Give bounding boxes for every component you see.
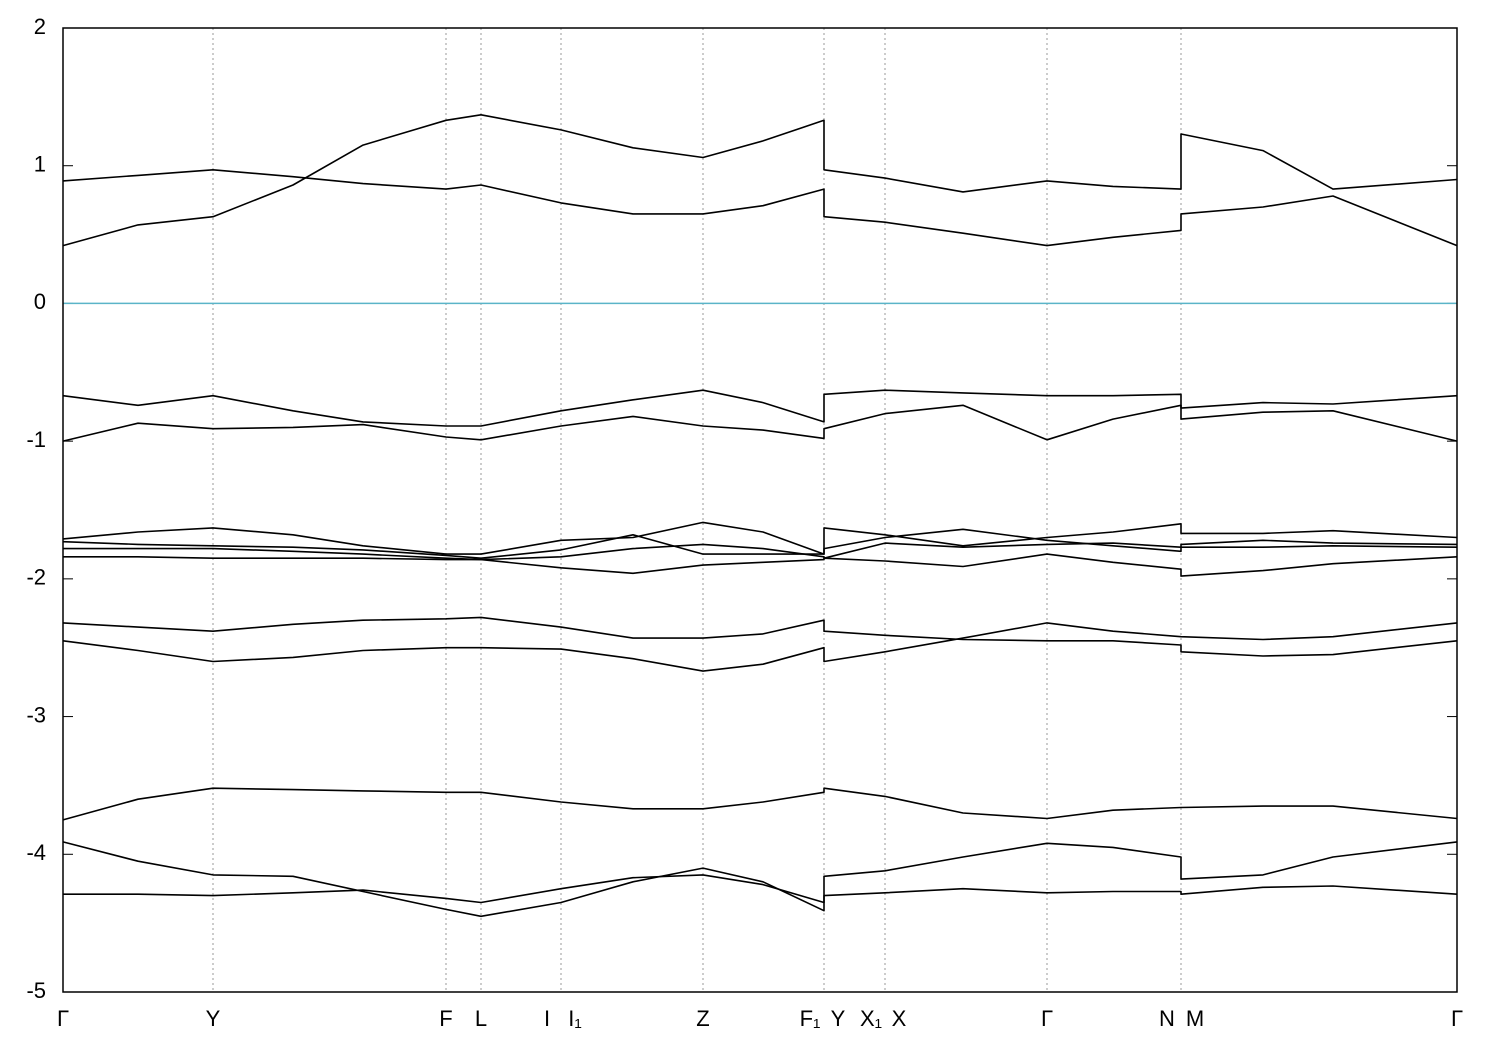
band-line bbox=[62, 787, 1458, 821]
x-tick-label: F bbox=[439, 1006, 452, 1031]
x-tick-label: I bbox=[544, 1006, 550, 1031]
x-tick-label: Γ bbox=[57, 1006, 69, 1031]
y-tick-label: 1 bbox=[34, 152, 46, 177]
band-line bbox=[62, 389, 1458, 427]
x-tick-label: F₁ bbox=[800, 1006, 821, 1031]
x-tick-label: Y bbox=[206, 1006, 221, 1031]
x-tick-label: Γ bbox=[1041, 1006, 1053, 1031]
x-tick-label: M bbox=[1186, 1006, 1204, 1031]
band-line bbox=[62, 622, 1458, 672]
y-tick-label: -5 bbox=[26, 978, 46, 1003]
band-line bbox=[63, 874, 1458, 904]
band-line bbox=[62, 169, 1458, 247]
band-line bbox=[62, 521, 1458, 555]
band-line bbox=[62, 841, 1458, 918]
x-tick-label: N bbox=[1159, 1006, 1175, 1031]
band-line bbox=[63, 542, 1458, 561]
plot-frame bbox=[62, 27, 1458, 993]
x-tick-label: X bbox=[892, 1006, 907, 1031]
y-tick-label: 2 bbox=[34, 14, 46, 39]
x-tick-label: L bbox=[475, 1006, 487, 1031]
x-tick-label: Y bbox=[831, 1006, 846, 1031]
y-tick-label: -1 bbox=[26, 427, 46, 452]
band-line bbox=[62, 616, 1458, 657]
band-line bbox=[62, 114, 1458, 247]
y-tick-label: -3 bbox=[26, 702, 46, 727]
y-tick-label: -4 bbox=[26, 840, 46, 865]
x-tick-label: Γ bbox=[1451, 1006, 1463, 1031]
band-line bbox=[62, 404, 1458, 442]
x-tick-label: I₁ bbox=[568, 1006, 582, 1031]
y-tick-label: 0 bbox=[34, 289, 46, 314]
x-tick-label: Z bbox=[696, 1006, 709, 1031]
y-tick-label: -2 bbox=[26, 565, 46, 590]
band-line bbox=[63, 553, 1458, 577]
x-tick-label: X₁ bbox=[860, 1006, 882, 1031]
